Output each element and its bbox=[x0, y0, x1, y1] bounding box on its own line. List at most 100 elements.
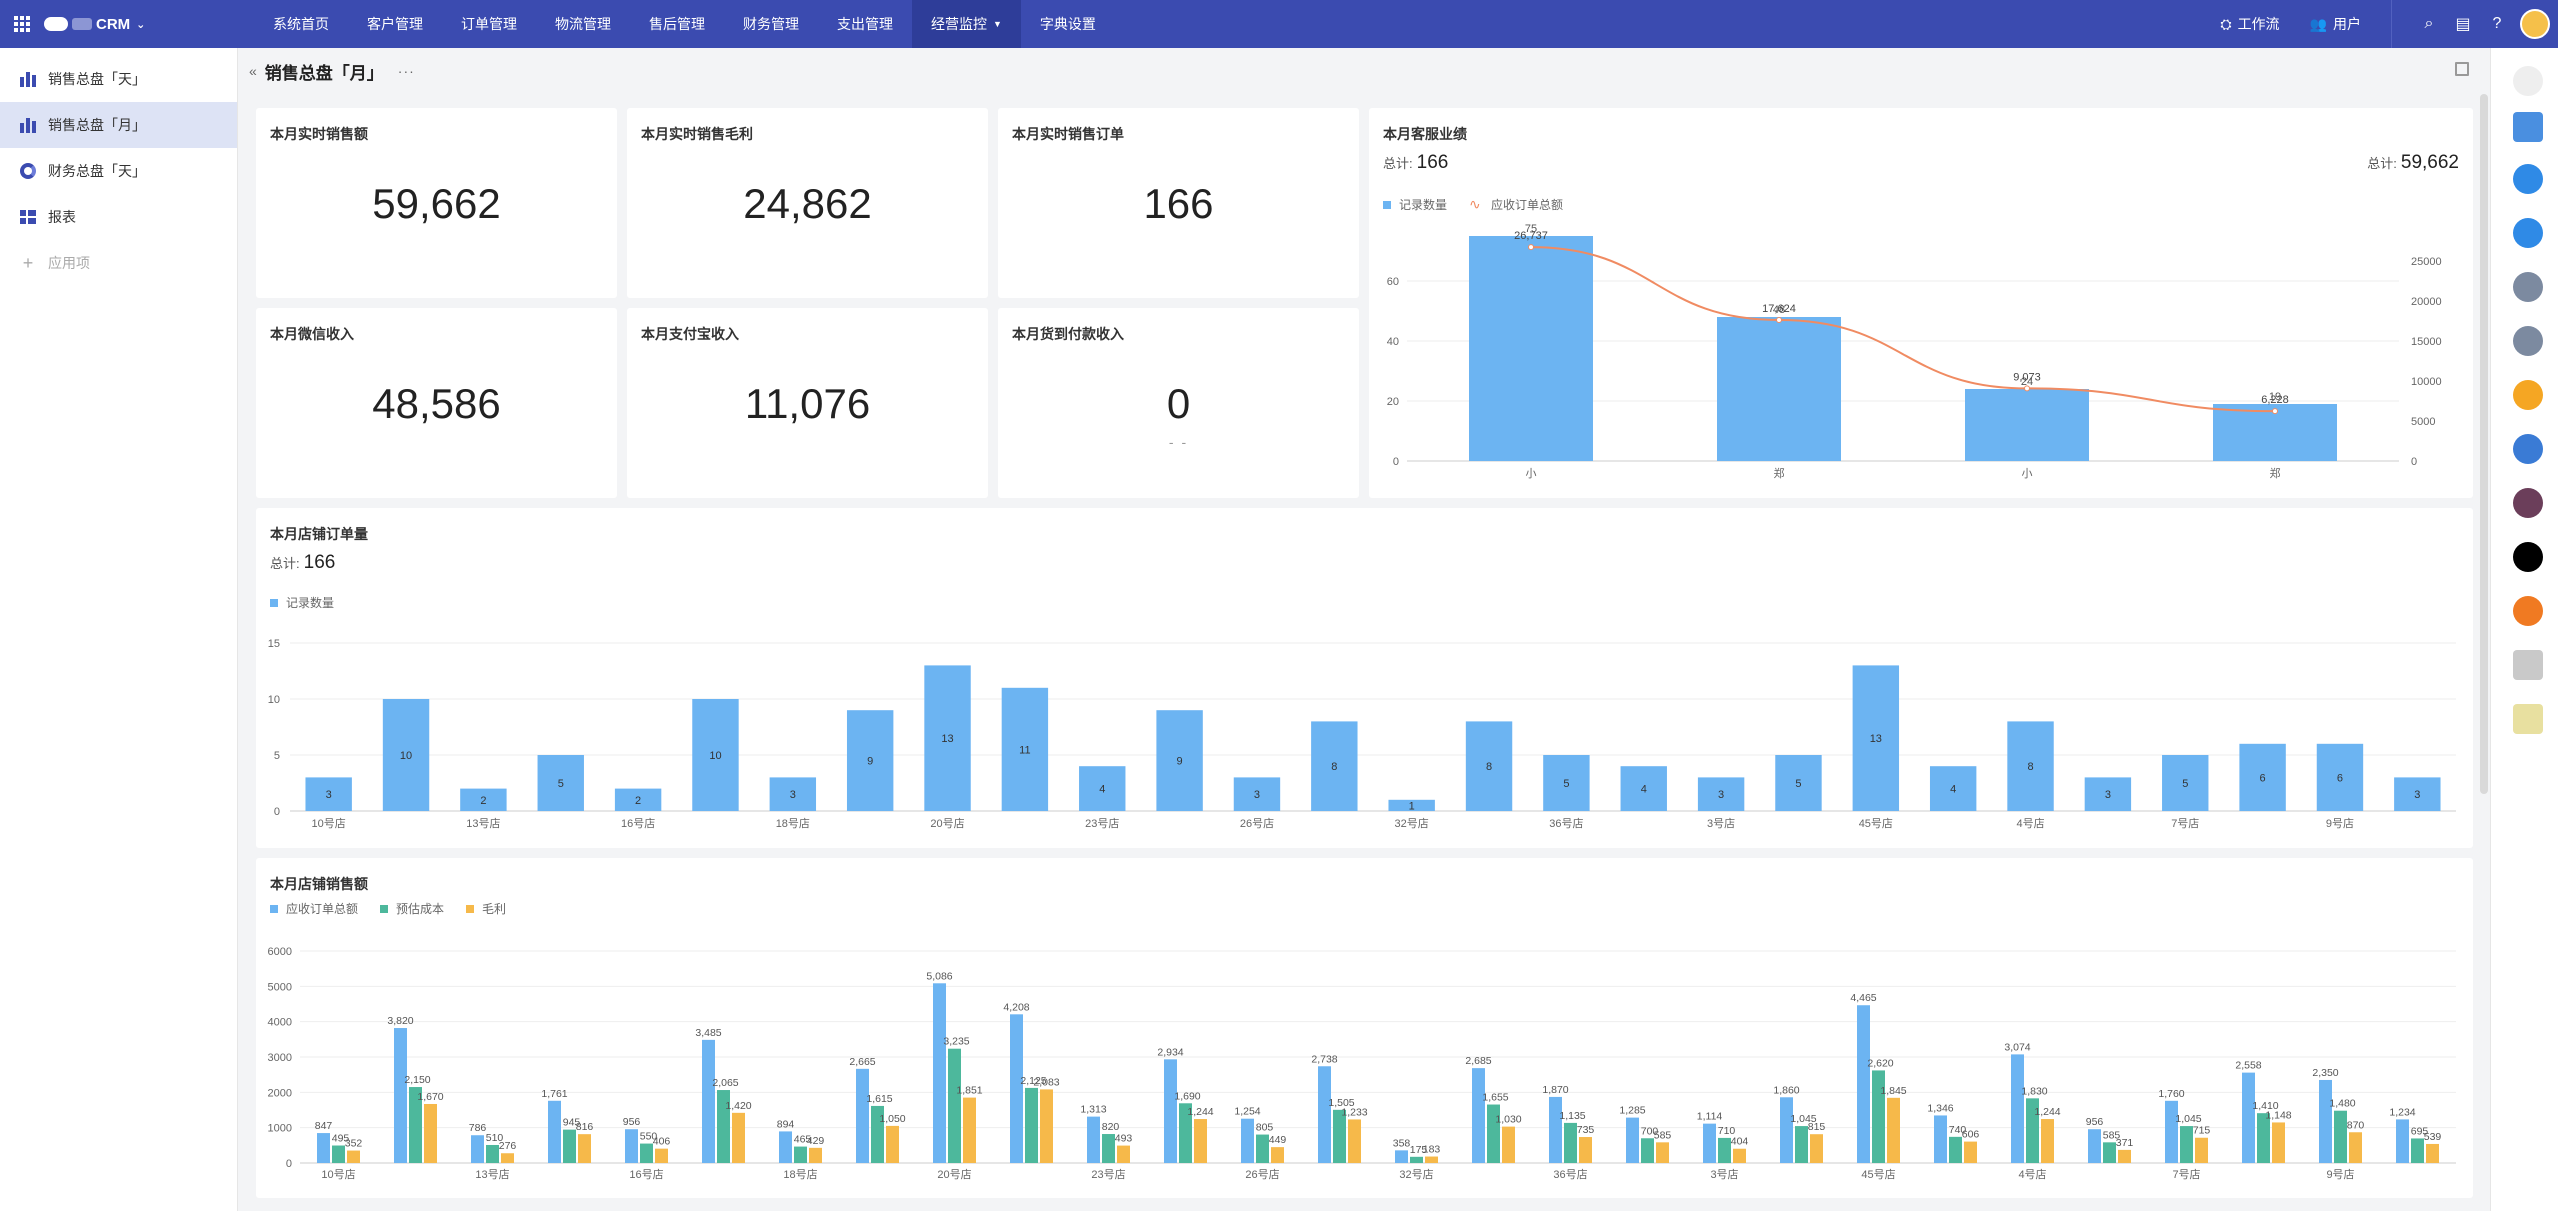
bar-value-label: 740 bbox=[1949, 1124, 1967, 1136]
bar-value-label: 6 bbox=[2337, 772, 2343, 784]
x-tick-label: 9号店 bbox=[2326, 1167, 2354, 1181]
line-point bbox=[1528, 244, 1534, 251]
brand-logo[interactable]: CRM ⌄ bbox=[44, 16, 254, 33]
contact-avatar[interactable] bbox=[2513, 542, 2543, 572]
nav-item-3[interactable]: 物流管理 bbox=[536, 0, 630, 48]
bar bbox=[779, 1131, 792, 1163]
sidebar-item-label: 销售总盘「月」 bbox=[48, 117, 146, 133]
kpi-title: 本月货到付款收入 bbox=[1012, 326, 1124, 342]
total-label: 总计: bbox=[2367, 156, 2397, 171]
bar-value-label: 1,045 bbox=[2175, 1113, 2201, 1125]
nav-item-7[interactable]: 经营监控 ▼ bbox=[912, 0, 1021, 48]
group-icon[interactable] bbox=[2513, 596, 2543, 626]
help-icon[interactable]: ? bbox=[2492, 15, 2502, 32]
bar bbox=[1697, 777, 1745, 811]
nav-item-1[interactable]: 客户管理 bbox=[348, 0, 442, 48]
bar bbox=[317, 1133, 330, 1163]
legend-item[interactable]: 记录数量 bbox=[270, 594, 334, 611]
user-avatar[interactable] bbox=[2520, 9, 2550, 39]
bar-value-label: 2,558 bbox=[2235, 1060, 2261, 1072]
kpi-card-wechat: 本月微信收入 48,586 bbox=[256, 308, 617, 498]
fullscreen-icon[interactable] bbox=[2455, 62, 2469, 76]
main-nav: 系统首页 客户管理 订单管理 物流管理 售后管理 财务管理 支出管理 经营监控 ▼ 字典设置 bbox=[254, 0, 1115, 48]
bar-value-label: 695 bbox=[2411, 1125, 2429, 1137]
collapse-sidebar-icon[interactable]: « bbox=[249, 63, 257, 79]
bar bbox=[1795, 1126, 1808, 1163]
briefcase-icon[interactable] bbox=[2513, 326, 2543, 356]
bar bbox=[1775, 755, 1822, 811]
legend-item[interactable]: 应收订单总额 bbox=[270, 900, 358, 917]
sidebar-item-report[interactable]: 报表 bbox=[0, 194, 237, 240]
bar-value-label: 3 bbox=[2105, 789, 2111, 801]
sidebar-item-sales-month[interactable]: 销售总盘「月」 bbox=[0, 102, 237, 148]
bar bbox=[692, 699, 739, 811]
bar-value-label: 1,505 bbox=[1328, 1097, 1354, 1109]
nav-item-0[interactable]: 系统首页 bbox=[254, 0, 348, 48]
bar bbox=[1318, 1066, 1331, 1163]
app-grid-icon[interactable] bbox=[0, 0, 44, 48]
bar-value-label: 11 bbox=[1019, 744, 1030, 756]
nav-item-5[interactable]: 财务管理 bbox=[724, 0, 818, 48]
search-icon[interactable]: ⌕ bbox=[2424, 15, 2434, 32]
contact-avatar[interactable] bbox=[2513, 434, 2543, 464]
legend-item[interactable]: ∿ 应收订单总额 bbox=[1469, 196, 1563, 213]
legend-item[interactable]: 预估成本 bbox=[380, 900, 444, 917]
y-tick-label: 1000 bbox=[268, 1123, 292, 1135]
bar-value-label: 956 bbox=[2086, 1116, 2104, 1128]
kpi-title: 本月支付宝收入 bbox=[641, 326, 739, 342]
contact-avatar[interactable] bbox=[2513, 704, 2543, 734]
main-scrollbar[interactable] bbox=[2480, 94, 2488, 794]
users-button[interactable]: 👥 用户 bbox=[2310, 14, 2361, 34]
y-tick-label: 40 bbox=[1387, 336, 1399, 348]
chart-title: 本月客服业绩 bbox=[1383, 126, 1467, 142]
y-tick-label: 2000 bbox=[268, 1087, 292, 1099]
bar-chart-icon bbox=[20, 71, 36, 87]
bar-value-label: 2,738 bbox=[1311, 1053, 1337, 1065]
legend-label: 应收订单总额 bbox=[1491, 198, 1564, 212]
bar bbox=[1887, 1097, 1900, 1163]
workflow-button[interactable]: ⛭ 工作流 bbox=[2220, 14, 2279, 34]
sidebar-item-finance-day[interactable]: 财务总盘「天」 bbox=[0, 148, 237, 194]
message-icon[interactable] bbox=[2513, 164, 2543, 194]
bar bbox=[1179, 1103, 1192, 1163]
more-options-button[interactable]: ··· bbox=[397, 63, 415, 79]
legend-item[interactable]: 毛利 bbox=[466, 900, 506, 917]
bar-value-label: 3,235 bbox=[943, 1036, 969, 1048]
nav-item-4[interactable]: 售后管理 bbox=[630, 0, 724, 48]
y-tick-label: 5 bbox=[274, 750, 280, 762]
notes-icon[interactable]: ▤ bbox=[2455, 16, 2471, 33]
bar bbox=[460, 788, 507, 811]
bell-icon[interactable] bbox=[2513, 66, 2543, 96]
bar bbox=[2088, 1129, 2101, 1163]
nav-item-8[interactable]: 字典设置 bbox=[1021, 0, 1115, 48]
brand-name: CRM bbox=[96, 15, 131, 33]
legend-item[interactable]: 记录数量 bbox=[1383, 196, 1447, 213]
nav-item-2[interactable]: 订单管理 bbox=[442, 0, 536, 48]
bar bbox=[2162, 755, 2209, 811]
contact-avatar[interactable] bbox=[2513, 488, 2543, 518]
bar bbox=[1395, 1150, 1408, 1163]
legend-label: 毛利 bbox=[482, 902, 507, 916]
bar-value-label: 10 bbox=[400, 750, 412, 762]
org-chart-icon[interactable] bbox=[2513, 218, 2543, 248]
nav-item-6[interactable]: 支出管理 bbox=[818, 0, 912, 48]
apps-icon[interactable] bbox=[2513, 380, 2543, 410]
cube-icon[interactable] bbox=[2513, 112, 2543, 142]
add-app-item-button[interactable]: + 应用项 bbox=[0, 240, 237, 286]
bar bbox=[2396, 1119, 2409, 1163]
x-tick-label: 18号店 bbox=[783, 1167, 817, 1181]
chart-title: 本月店铺销售额 bbox=[270, 876, 368, 892]
sidebar-item-sales-day[interactable]: 销售总盘「天」 bbox=[0, 56, 237, 102]
bar bbox=[1102, 1134, 1115, 1163]
bar-value-label: 945 bbox=[563, 1117, 581, 1129]
contact-avatar[interactable] bbox=[2513, 650, 2543, 680]
bar-value-label: 1,050 bbox=[879, 1113, 905, 1125]
bar bbox=[382, 699, 430, 811]
bar-value-label: 2,350 bbox=[2312, 1067, 2338, 1079]
series-line bbox=[1530, 246, 2276, 413]
nav-item-label: 经营监控 bbox=[931, 16, 987, 32]
notification-icon[interactable] bbox=[2513, 272, 2543, 302]
total-left: 总计: 166 bbox=[1383, 152, 1448, 174]
bar-value-label: 1,420 bbox=[725, 1100, 751, 1112]
bar bbox=[769, 777, 817, 811]
